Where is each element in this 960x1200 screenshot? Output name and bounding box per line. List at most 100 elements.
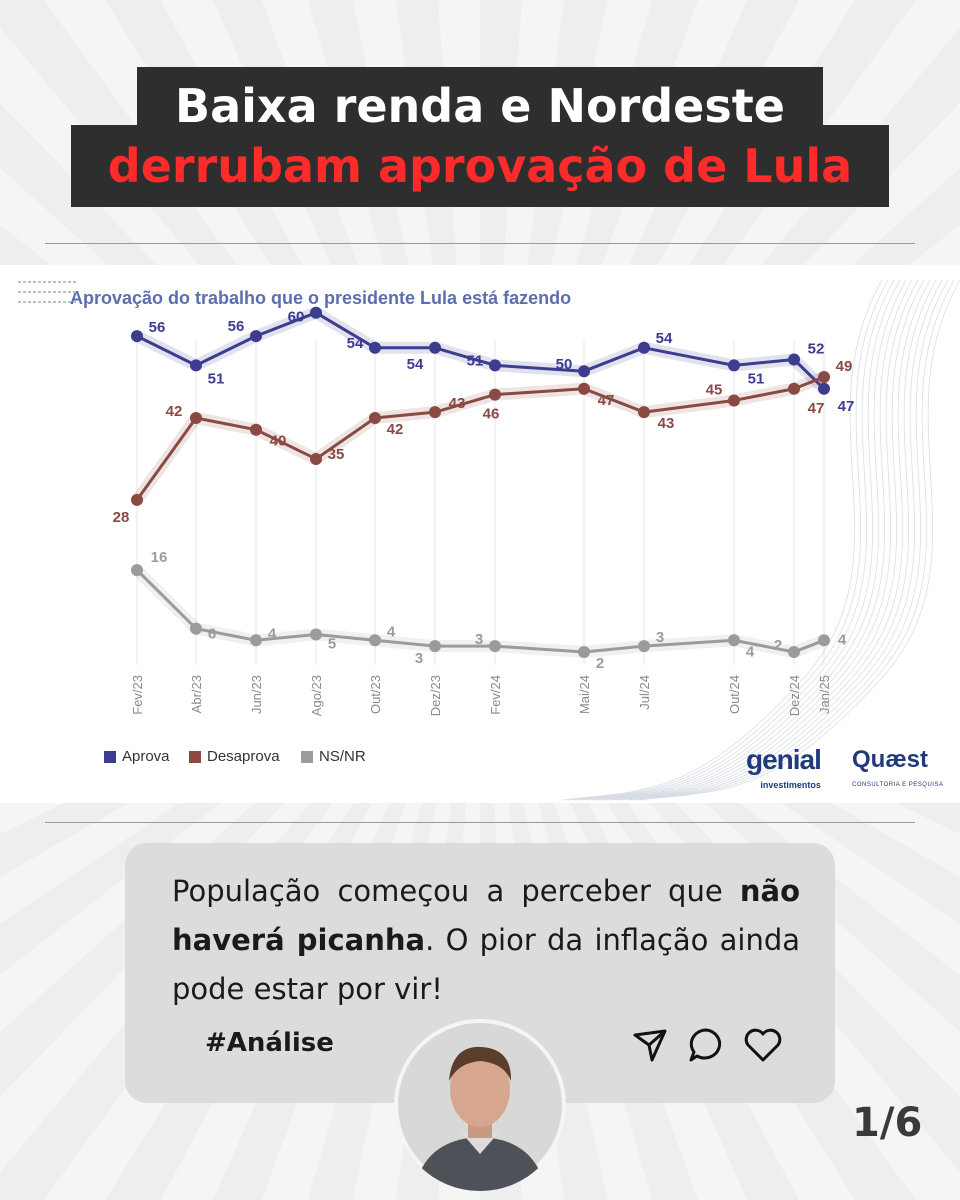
x-tick-label: Ago/23 — [309, 675, 324, 716]
decorative-dots — [73, 291, 76, 293]
data-label: 54 — [656, 330, 673, 347]
x-tick-label: Dez/23 — [428, 675, 443, 716]
data-point — [638, 341, 650, 354]
x-tick-label: Fev/23 — [130, 675, 145, 715]
x-tick-label: Jan/25 — [817, 675, 832, 714]
hashtag: #Análise — [205, 1028, 334, 1058]
data-point — [429, 341, 441, 354]
decorative-dots — [38, 291, 41, 293]
legend-label: NS/NR — [319, 748, 366, 765]
post-actions — [630, 1025, 784, 1069]
decorative-dots — [28, 301, 31, 303]
decorative-wave — [621, 279, 943, 801]
data-point — [429, 640, 441, 653]
data-point — [578, 382, 590, 395]
comment-icon[interactable] — [686, 1025, 726, 1069]
decorative-wave — [579, 279, 901, 801]
decorative-dots — [33, 281, 36, 283]
decorative-dots — [38, 301, 41, 303]
data-point — [369, 341, 381, 354]
data-point — [310, 306, 322, 319]
decorative-dots — [63, 291, 66, 293]
decorative-wave — [573, 279, 895, 801]
decorative-dots — [68, 301, 71, 303]
data-label: 16 — [151, 549, 168, 566]
quaest-logo: Quæst CONSULTORIA E PESQUISA — [852, 748, 943, 797]
decorative-wave — [615, 279, 937, 801]
x-tick-label: Jul/24 — [637, 675, 652, 710]
data-point — [638, 406, 650, 419]
post-text-bold: não haverá picanha — [172, 874, 800, 957]
data-label: 46 — [483, 406, 500, 423]
decorative-wave — [591, 279, 913, 801]
data-label: 60 — [288, 309, 305, 326]
avatar — [394, 1019, 566, 1191]
data-point — [190, 412, 202, 424]
data-point — [788, 382, 800, 395]
decorative-dots — [18, 301, 21, 303]
decorative-dots — [48, 291, 51, 293]
data-point — [489, 359, 501, 372]
data-point — [310, 452, 322, 465]
data-label: 47 — [808, 400, 825, 417]
decorative-wave — [609, 279, 931, 801]
data-point — [369, 412, 381, 424]
decorative-dots — [58, 281, 61, 283]
decorative-dots — [43, 301, 46, 303]
data-label: 51 — [208, 370, 225, 387]
data-point — [818, 382, 830, 395]
data-point — [131, 564, 143, 577]
post-text: População começou a perceber que não hav… — [172, 867, 800, 1014]
data-label: 4 — [746, 643, 755, 660]
data-label: 40 — [270, 433, 287, 450]
data-point — [728, 359, 740, 372]
data-point — [489, 388, 501, 401]
heart-icon[interactable] — [742, 1025, 784, 1069]
data-label: 3 — [656, 629, 664, 646]
data-label: 51 — [467, 352, 484, 369]
data-point — [728, 634, 740, 647]
divider-top — [45, 243, 915, 244]
data-label: 3 — [475, 631, 483, 648]
decorative-dots — [18, 291, 21, 293]
data-label: 4 — [387, 623, 396, 640]
send-icon[interactable] — [630, 1025, 670, 1069]
data-label: 51 — [748, 370, 765, 387]
data-point — [578, 365, 590, 378]
legend-swatch — [104, 750, 116, 763]
legend-label: Desaprova — [207, 748, 280, 765]
data-point — [728, 394, 740, 407]
data-point — [131, 493, 143, 506]
decorative-dots — [38, 281, 41, 283]
data-point — [131, 330, 143, 343]
data-label: 42 — [387, 421, 404, 438]
quaest-logo-subtext: CONSULTORIA E PESQUISA — [852, 782, 944, 788]
decorative-dots — [28, 281, 31, 283]
data-point — [369, 634, 381, 647]
decorative-wave — [567, 279, 889, 801]
decorative-dots — [33, 291, 36, 293]
decorative-dots — [23, 291, 26, 293]
data-label: 6 — [208, 626, 216, 643]
data-label: 47 — [838, 398, 855, 415]
post-text-part2: . O pior da inflação ainda pode estar po… — [172, 923, 801, 1006]
data-label: 28 — [113, 509, 130, 526]
decorative-wave — [603, 279, 925, 801]
chart-title: Aprovação do trabalho que o presidente L… — [70, 288, 572, 308]
decorative-dots — [63, 281, 66, 283]
data-label: 54 — [347, 335, 364, 352]
data-label: 56 — [149, 319, 166, 336]
decorative-dots — [23, 301, 26, 303]
data-label: 50 — [556, 356, 573, 373]
x-tick-label: Out/23 — [368, 675, 383, 714]
data-point — [250, 330, 262, 343]
decorative-wave — [585, 279, 907, 801]
data-label: 47 — [598, 392, 615, 409]
data-label: 56 — [228, 318, 245, 335]
decorative-dots — [68, 291, 71, 293]
data-point — [190, 359, 202, 372]
data-label: 3 — [415, 650, 423, 667]
decorative-dots — [58, 291, 61, 293]
decorative-dots — [53, 291, 56, 293]
